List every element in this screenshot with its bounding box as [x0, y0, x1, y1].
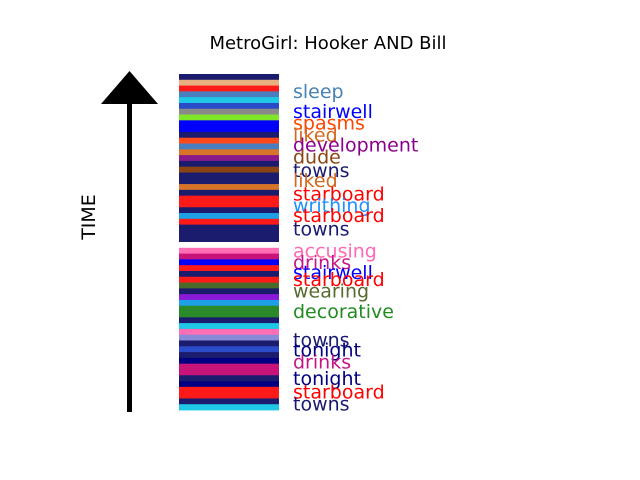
time-band — [179, 85, 279, 92]
time-band — [179, 143, 279, 150]
time-band — [179, 120, 279, 127]
band-label: towns — [293, 393, 350, 415]
band-label: starboard — [293, 269, 385, 291]
band-label: towns — [293, 329, 350, 351]
band-label: development — [293, 135, 418, 157]
time-band — [179, 114, 279, 121]
time-band — [179, 166, 279, 173]
time-band — [179, 259, 279, 266]
time-axis — [101, 71, 158, 412]
time-band — [179, 340, 279, 347]
band-label: sleep — [293, 81, 344, 103]
time-band — [179, 224, 279, 231]
time-band — [179, 381, 279, 388]
time-band — [179, 172, 279, 179]
time-band — [179, 218, 279, 226]
band-label: writhing — [293, 195, 371, 217]
band-label: liked — [293, 125, 338, 147]
band-label: dude — [293, 146, 341, 168]
time-band — [179, 189, 279, 197]
time-band — [179, 155, 279, 162]
time-band — [179, 270, 279, 278]
time-band — [179, 357, 279, 365]
band-label: liked — [293, 170, 338, 192]
time-band — [179, 149, 279, 156]
time-band — [179, 97, 279, 104]
time-band — [179, 79, 279, 86]
time-band — [179, 213, 279, 220]
band-label: starboard — [293, 205, 385, 227]
time-band — [179, 126, 279, 133]
time-band — [179, 131, 279, 139]
band-label: tonight — [293, 340, 361, 362]
time-band — [179, 323, 279, 330]
time-axis-label: TIME — [78, 194, 100, 241]
timeline-labels: sleepstairwellspasmslikeddevelopmentdude… — [293, 81, 418, 415]
band-label: spasms — [293, 113, 365, 135]
time-band — [179, 184, 279, 191]
time-band — [179, 282, 279, 289]
time-band — [179, 288, 279, 295]
time-band — [179, 328, 279, 336]
time-band — [179, 230, 279, 237]
band-label: decorative — [293, 301, 394, 323]
time-band — [179, 299, 279, 307]
band-label: accusing — [293, 240, 377, 262]
time-band — [179, 404, 279, 411]
time-band — [179, 247, 279, 254]
band-label: starboard — [293, 382, 385, 404]
time-band — [179, 265, 279, 272]
time-band — [179, 375, 279, 382]
time-band — [179, 91, 279, 98]
time-band — [179, 242, 279, 249]
time-band — [179, 363, 279, 370]
time-band — [179, 74, 279, 81]
time-band — [179, 398, 279, 405]
band-label: towns — [293, 219, 350, 241]
time-band — [179, 392, 279, 399]
time-band — [179, 386, 279, 394]
timeline-bands — [179, 74, 279, 411]
time-band — [179, 201, 279, 208]
time-arrow-head — [101, 71, 158, 104]
time-band — [179, 137, 279, 144]
band-label: starboard — [293, 183, 385, 205]
time-arrow-shaft — [127, 100, 132, 412]
time-band — [179, 160, 279, 168]
band-label: drinks — [293, 351, 351, 373]
time-band — [179, 276, 279, 283]
band-label: wearing — [293, 281, 369, 303]
band-label: stairwell — [293, 101, 373, 123]
time-band — [179, 253, 279, 260]
time-band — [179, 178, 279, 185]
band-label: towns — [293, 160, 350, 182]
time-band — [179, 346, 279, 353]
band-label: tonight — [293, 368, 361, 390]
time-band — [179, 195, 279, 202]
band-label: drinks — [293, 252, 351, 274]
time-band — [179, 108, 279, 115]
band-label: stairwell — [293, 262, 373, 284]
time-band — [179, 236, 279, 243]
time-band — [179, 352, 279, 359]
time-band — [179, 317, 279, 324]
time-band — [179, 207, 279, 214]
chart-title: MetroGirl: Hooker AND Bill — [209, 33, 446, 54]
time-band — [179, 305, 279, 312]
time-band — [179, 369, 279, 376]
time-band — [179, 294, 279, 301]
time-band — [179, 311, 279, 318]
time-band — [179, 334, 279, 341]
time-band — [179, 102, 279, 110]
